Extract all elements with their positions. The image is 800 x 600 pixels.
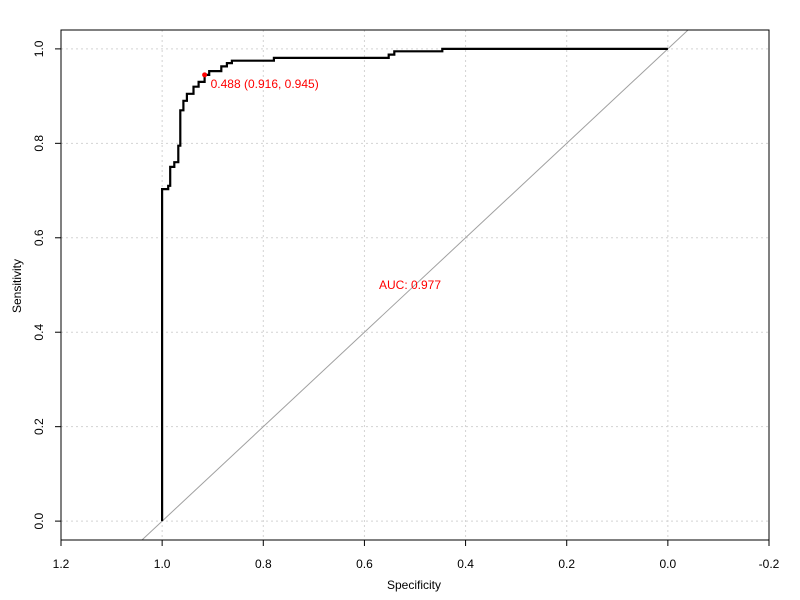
roc-curve-line	[161, 47, 668, 522]
reference-diagonal-layer	[141, 30, 689, 540]
roc-curve-layer	[161, 47, 668, 522]
x-tick-label: 0.6	[356, 557, 373, 571]
y-axis: 0.0 0.2 0.4 0.6 0.8 1.0	[32, 40, 62, 529]
y-tick-label: 0.4	[32, 324, 46, 341]
y-tick-label: 0.8	[32, 135, 46, 152]
y-axis-label: Sensitivity	[10, 259, 24, 313]
y-tick-label: 0.2	[32, 418, 46, 435]
x-axis: 1.2 1.0 0.8 0.6 0.4 0.2 0.0 -0.2	[53, 539, 780, 571]
annotations: 0.488 (0.916, 0.945) AUC: 0.977	[202, 72, 441, 292]
x-tick-label: -0.2	[759, 557, 780, 571]
y-tick-label: 1.0	[32, 40, 46, 57]
best-threshold-point	[202, 72, 208, 78]
x-tick-label: 0.4	[457, 557, 474, 571]
reference-diagonal-line	[141, 30, 689, 540]
x-tick-label: 0.0	[660, 557, 677, 571]
auc-label: AUC: 0.977	[379, 278, 441, 292]
x-tick-label: 1.0	[154, 557, 171, 571]
y-tick-label: 0.0	[32, 512, 46, 529]
x-tick-label: 0.2	[558, 557, 575, 571]
best-threshold-label: 0.488 (0.916, 0.945)	[211, 77, 319, 91]
x-axis-label: Specificity	[387, 578, 441, 592]
x-tick-label: 1.2	[53, 557, 70, 571]
y-tick-label: 0.6	[32, 229, 46, 246]
x-tick-label: 0.8	[255, 557, 272, 571]
